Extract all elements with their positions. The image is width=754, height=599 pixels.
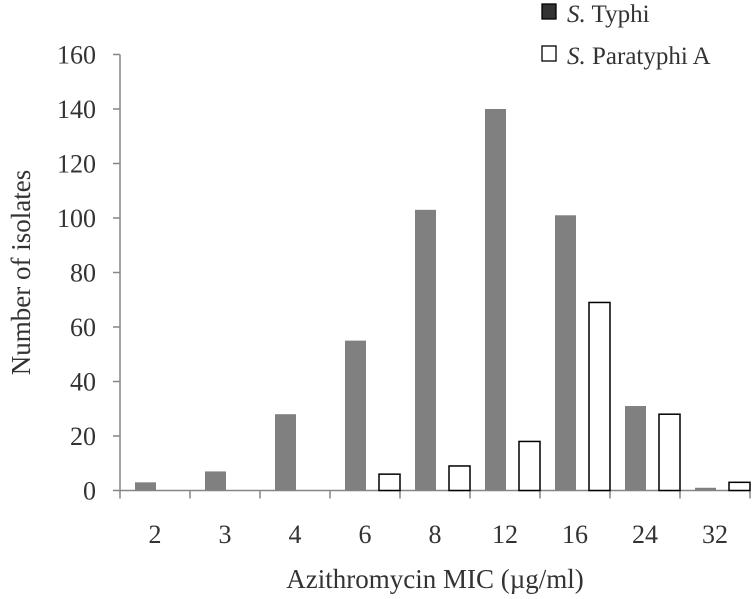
y-axis: 0 20 40 60 80 100 120 140 160 [57, 41, 121, 506]
x-tick-label: 3 [219, 520, 232, 549]
y-tick-label: 80 [70, 259, 96, 288]
y-tick-label: 120 [57, 150, 96, 179]
legend-swatch [541, 3, 557, 20]
bar-series-1 [555, 215, 576, 491]
legend-label: S. Paratyphi A [567, 43, 711, 70]
bar-series-1 [135, 482, 156, 491]
bar-series-1 [415, 209, 436, 491]
bar-series-2 [518, 440, 541, 492]
legend-label: S. Typhi [567, 1, 650, 28]
x-tick-label: 2 [149, 520, 162, 549]
x-tick-label: 4 [289, 520, 302, 549]
x-tick-label: 12 [492, 520, 518, 549]
bar-series-1 [345, 340, 366, 491]
y-axis-title: Number of isolates [6, 170, 36, 375]
x-axis-title: Azithromycin MIC (µg/ml) [286, 564, 584, 594]
x-tick-label: 24 [632, 520, 658, 549]
legend-label-genus: S. [567, 43, 586, 70]
bar-series-2 [588, 301, 611, 492]
bar-series-1 [695, 487, 716, 491]
y-tick-label: 100 [57, 204, 96, 233]
bar-series-1 [625, 406, 646, 491]
legend-label-species: Typhi [586, 1, 650, 28]
legend-label-species: Paratyphi A [586, 43, 711, 70]
legend-swatch [541, 45, 557, 62]
bar-series-2 [728, 481, 751, 492]
bar-series-1 [275, 414, 296, 491]
y-tick-label: 20 [70, 422, 96, 451]
y-tick-label: 40 [70, 368, 96, 397]
y-tick-label: 60 [70, 313, 96, 342]
bars [135, 109, 751, 492]
x-axis: 2 3 4 6 8 12 16 24 32 [119, 489, 751, 549]
x-tick-label: 8 [429, 520, 442, 549]
bar-series-2 [658, 413, 681, 492]
bar-series-2 [448, 465, 471, 492]
bar-series-1 [485, 109, 506, 491]
y-tick-label: 160 [57, 41, 96, 70]
bar-series-2 [378, 473, 401, 492]
x-tick-label: 6 [359, 520, 372, 549]
legend-label-genus: S. [567, 1, 586, 28]
bar-series-1 [205, 471, 226, 491]
x-tick-label: 32 [702, 520, 728, 549]
y-tick-label: 0 [83, 477, 96, 506]
x-tick-label: 16 [562, 520, 588, 549]
y-tick-label: 140 [57, 95, 96, 124]
